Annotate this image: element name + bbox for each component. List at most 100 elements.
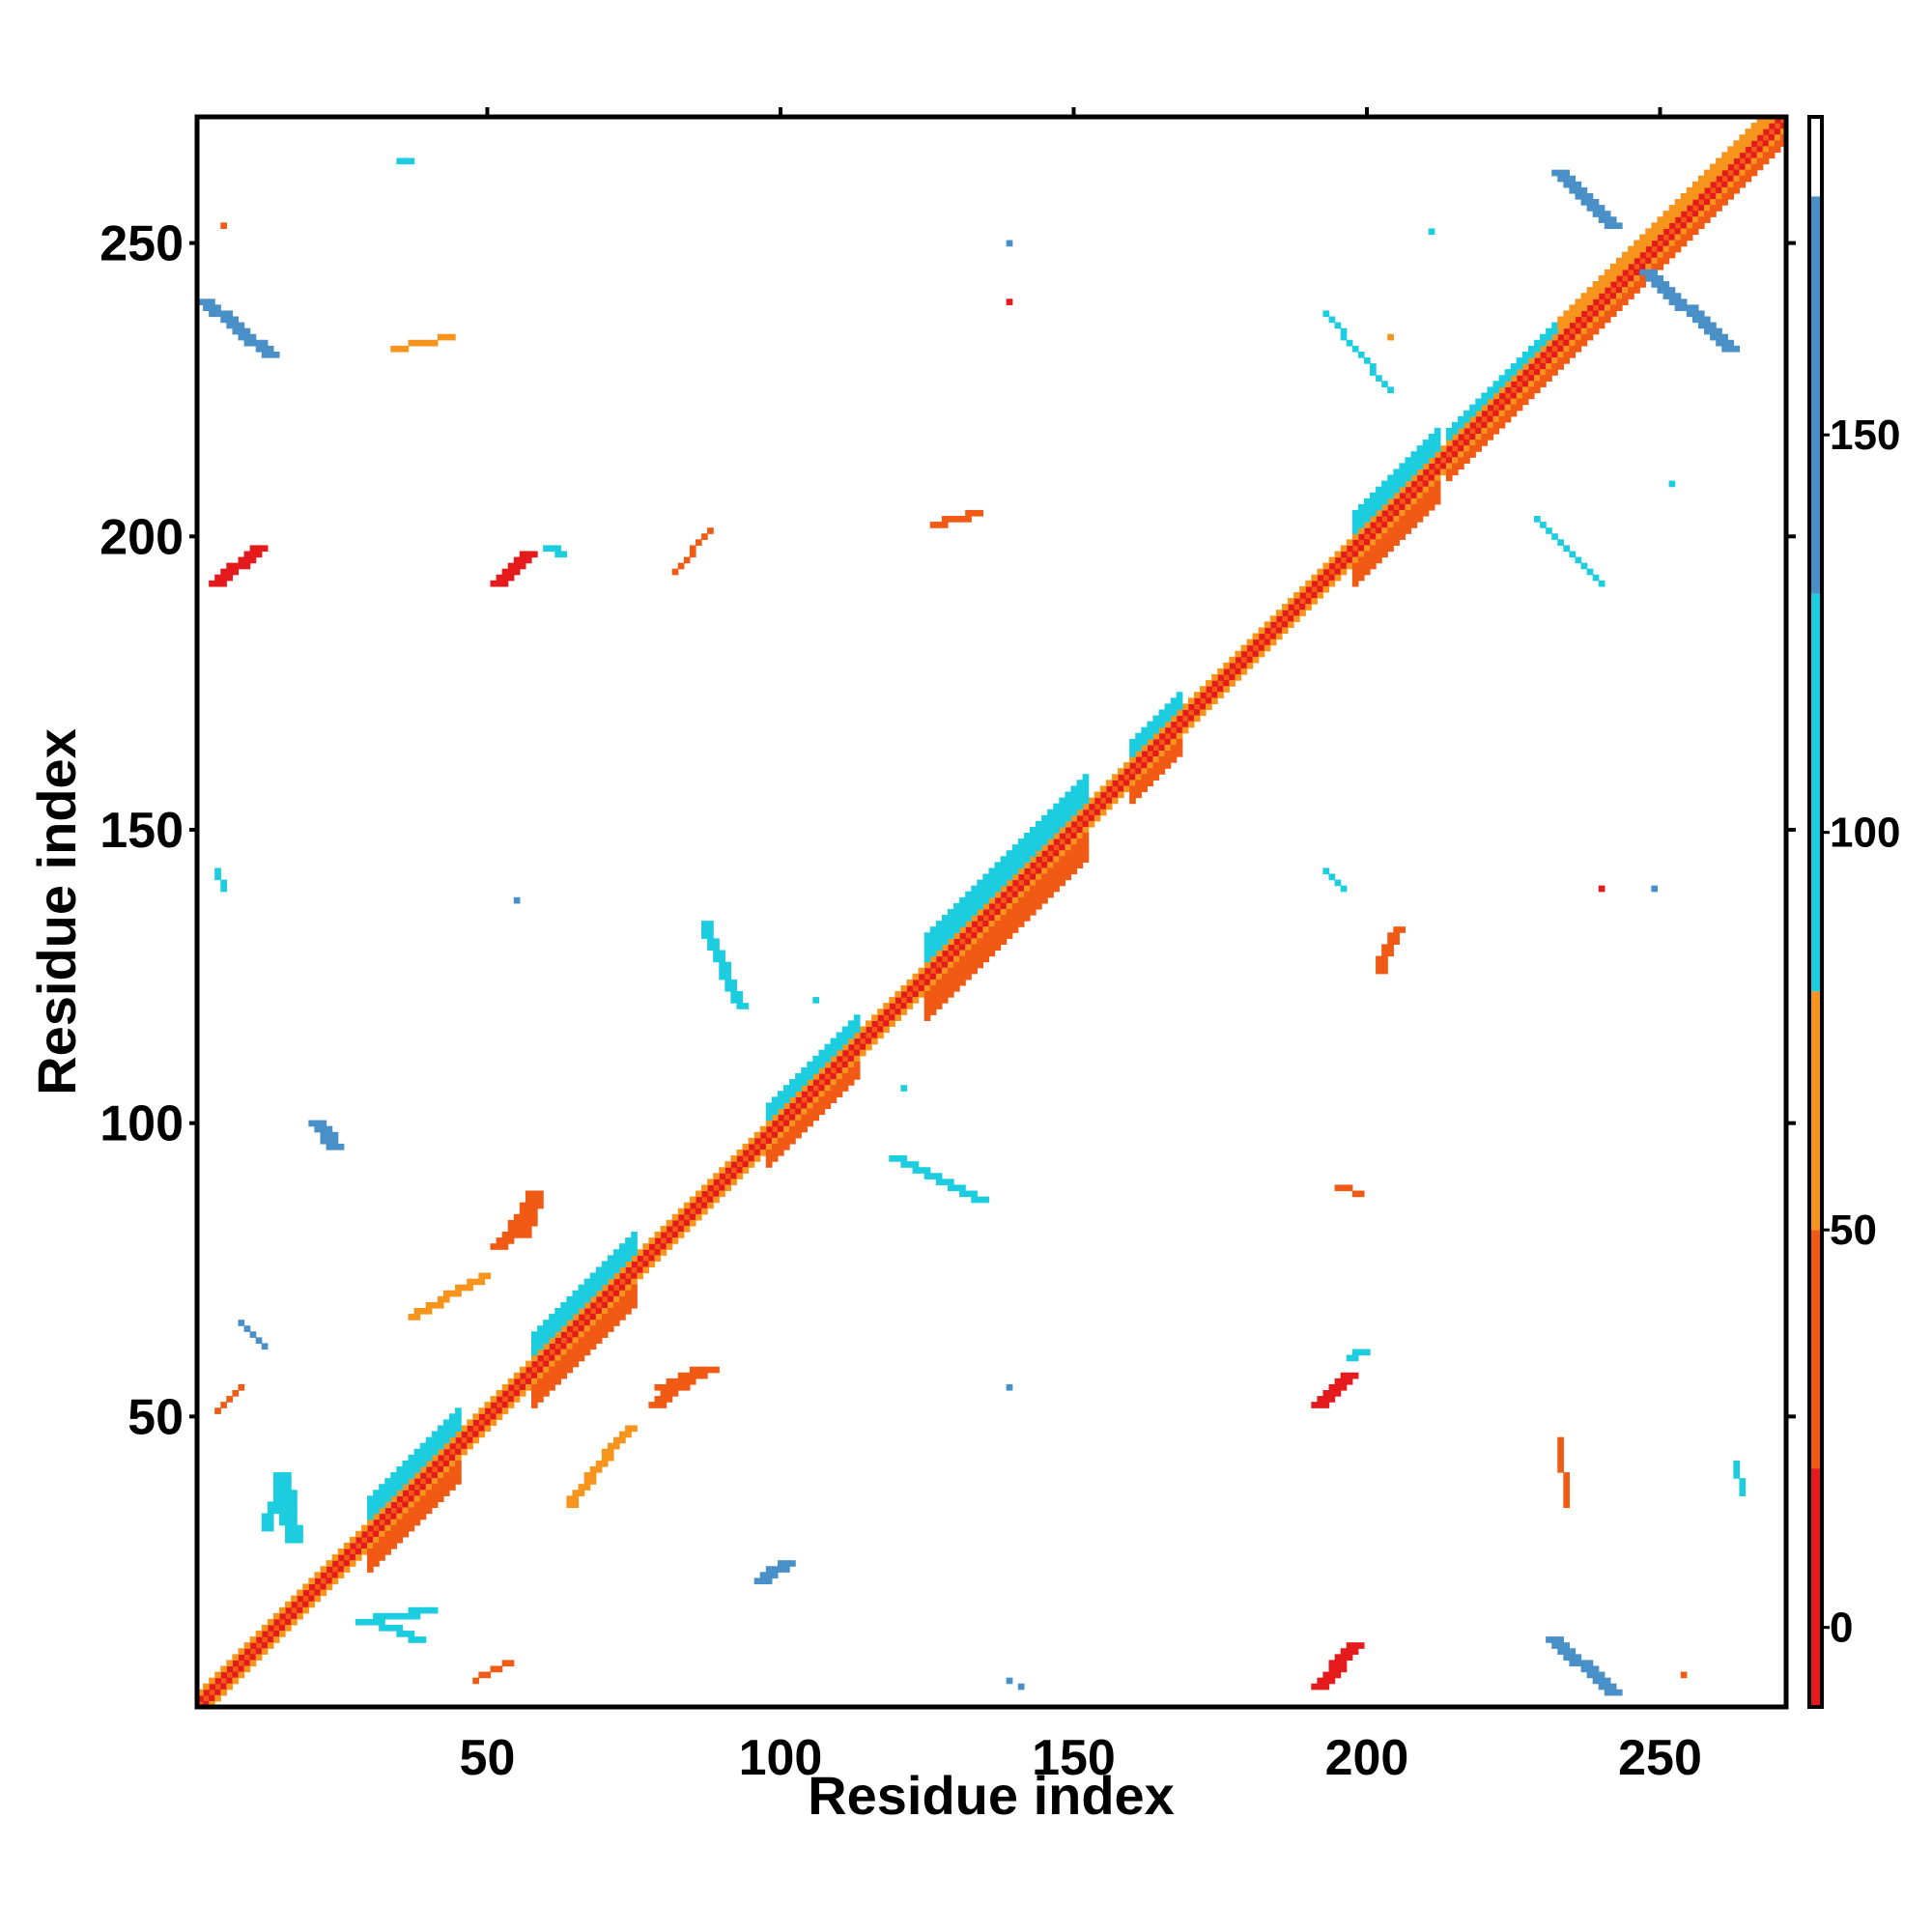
- heatmap-cell: [1293, 615, 1300, 622]
- heatmap-cell: [719, 955, 725, 963]
- heatmap-cell: [1651, 269, 1659, 276]
- heatmap-cell: [589, 1337, 597, 1345]
- heatmap-cell: [777, 1131, 784, 1139]
- heatmap-cell: [496, 1413, 503, 1420]
- heatmap-cell: [807, 1102, 813, 1110]
- heatmap-cell: [238, 1671, 245, 1679]
- heatmap-cell: [906, 1003, 914, 1009]
- y-tick-label: 100: [99, 1096, 184, 1152]
- heatmap-cell: [543, 1349, 550, 1356]
- heatmap-cell: [1082, 797, 1090, 805]
- heatmap-cell: [660, 1402, 668, 1408]
- heatmap-cell: [1727, 169, 1734, 177]
- heatmap-cell: [1557, 175, 1564, 183]
- heatmap-cell: [220, 885, 227, 893]
- heatmap-cell: [1076, 826, 1084, 834]
- heatmap-cell: [906, 984, 914, 992]
- heatmap-cell: [1094, 797, 1101, 805]
- heatmap-cell: [713, 1196, 720, 1204]
- heatmap-cell: [419, 1513, 427, 1520]
- heatmap-cell: [1586, 316, 1594, 324]
- heatmap-cell: [513, 1232, 521, 1238]
- heatmap-cell: [1458, 463, 1464, 470]
- heatmap-cell: [1422, 480, 1430, 488]
- heatmap-cell: [1445, 427, 1453, 435]
- heatmap-cell: [367, 1548, 374, 1555]
- heatmap-cell: [660, 1396, 668, 1403]
- heatmap-cell: [490, 1419, 497, 1427]
- heatmap-cell: [625, 1431, 632, 1438]
- heatmap-cell: [525, 1232, 532, 1238]
- heatmap-cell: [1351, 568, 1359, 576]
- heatmap-cell: [1334, 879, 1342, 887]
- heatmap-cell: [965, 915, 972, 922]
- heatmap-cell: [1053, 809, 1060, 816]
- heatmap-cell: [1422, 457, 1430, 464]
- heatmap-cell: [1516, 392, 1523, 400]
- heatmap-cell: [1710, 163, 1717, 171]
- heatmap-cell: [1376, 492, 1382, 499]
- heatmap-cell: [278, 1484, 286, 1491]
- heatmap-cell: [1492, 392, 1500, 400]
- heatmap-cell: [442, 1454, 450, 1462]
- heatmap-cell: [384, 1484, 391, 1491]
- heatmap-cell: [449, 1290, 456, 1297]
- heatmap-cell: [1452, 445, 1459, 452]
- heatmap-cell: [601, 1448, 609, 1456]
- heatmap-cell: [413, 1507, 421, 1515]
- heatmap-cell: [554, 1314, 561, 1321]
- heatmap-cell: [1053, 879, 1060, 887]
- heatmap-cell: [583, 1325, 591, 1332]
- heatmap-cell: [807, 1096, 813, 1103]
- heatmap-cell: [807, 1079, 813, 1086]
- heatmap-cell: [402, 1460, 410, 1467]
- heatmap-cell: [1662, 234, 1670, 242]
- heatmap-cell: [549, 545, 555, 553]
- heatmap-cell: [1750, 123, 1758, 129]
- heatmap-cell: [442, 1460, 450, 1467]
- heatmap-cell: [619, 1431, 626, 1438]
- heatmap-cell: [1047, 809, 1054, 816]
- heatmap-cell: [795, 1114, 802, 1122]
- heatmap-cell: [232, 1671, 240, 1679]
- heatmap-cell: [531, 1354, 538, 1362]
- heatmap-cell: [549, 1314, 555, 1321]
- heatmap-cell: [449, 1425, 456, 1433]
- heatmap-cell: [1170, 721, 1178, 728]
- heatmap-cell: [1334, 1671, 1342, 1679]
- heatmap-cell: [1317, 591, 1324, 599]
- heatmap-cell: [1065, 867, 1072, 875]
- heatmap-cell: [1657, 234, 1664, 242]
- heatmap-cell: [232, 562, 240, 570]
- heatmap-cell: [455, 1442, 462, 1450]
- heatmap-cell: [1357, 545, 1365, 553]
- heatmap-cell: [1410, 457, 1418, 464]
- heatmap-cell: [1082, 820, 1090, 828]
- heatmap-cell: [291, 1524, 298, 1532]
- heatmap-cell: [442, 1465, 450, 1473]
- heatmap-cell: [1111, 797, 1119, 805]
- heatmap-cell: [1105, 797, 1113, 805]
- heatmap-cell: [695, 1213, 702, 1221]
- heatmap-cell: [1697, 322, 1705, 329]
- heatmap-cell: [1370, 562, 1377, 570]
- heatmap-cell: [1322, 562, 1330, 570]
- heatmap-cell: [1041, 838, 1048, 845]
- heatmap-cell: [291, 1501, 298, 1509]
- heatmap-cell: [408, 1501, 415, 1509]
- heatmap-cell: [285, 1612, 292, 1620]
- heatmap-cell: [947, 926, 954, 933]
- heatmap-cell: [865, 1037, 872, 1045]
- heatmap-cell: [1023, 844, 1031, 851]
- heatmap-cell: [1634, 274, 1640, 282]
- heatmap-cell: [959, 961, 966, 969]
- heatmap-cell: [1235, 662, 1242, 669]
- heatmap-cell: [232, 568, 240, 576]
- heatmap-cell: [272, 1507, 280, 1515]
- heatmap-cell: [1580, 562, 1588, 570]
- heatmap-cell: [1147, 732, 1154, 740]
- heatmap-cell: [1710, 186, 1717, 194]
- heatmap-cell: [373, 1560, 380, 1567]
- heatmap-cell: [683, 1219, 691, 1227]
- heatmap-cell: [1733, 146, 1741, 154]
